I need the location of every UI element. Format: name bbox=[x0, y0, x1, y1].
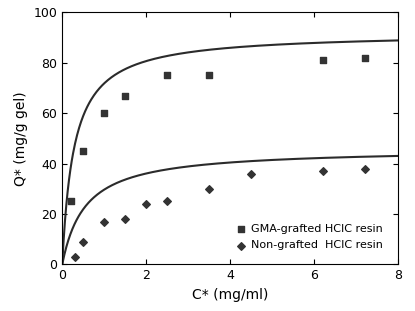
GMA-grafted HCIC resin bbox=[80, 149, 87, 154]
GMA-grafted HCIC resin bbox=[206, 73, 212, 78]
GMA-grafted HCIC resin bbox=[101, 111, 107, 116]
Non-grafted  HCIC resin bbox=[71, 254, 78, 259]
Non-grafted  HCIC resin bbox=[101, 219, 107, 224]
Non-grafted  HCIC resin bbox=[248, 171, 255, 176]
GMA-grafted HCIC resin bbox=[320, 58, 326, 63]
GMA-grafted HCIC resin bbox=[122, 93, 129, 98]
GMA-grafted HCIC resin bbox=[164, 73, 171, 78]
Y-axis label: Q* (mg/g gel): Q* (mg/g gel) bbox=[14, 91, 28, 186]
GMA-grafted HCIC resin bbox=[67, 199, 74, 204]
Legend: GMA-grafted HCIC resin, Non-grafted  HCIC resin: GMA-grafted HCIC resin, Non-grafted HCIC… bbox=[233, 220, 386, 254]
Non-grafted  HCIC resin bbox=[361, 166, 368, 171]
Non-grafted  HCIC resin bbox=[80, 239, 87, 244]
X-axis label: C* (mg/ml): C* (mg/ml) bbox=[192, 288, 269, 302]
Non-grafted  HCIC resin bbox=[164, 199, 171, 204]
GMA-grafted HCIC resin bbox=[361, 55, 368, 60]
Non-grafted  HCIC resin bbox=[320, 169, 326, 174]
Non-grafted  HCIC resin bbox=[143, 202, 150, 207]
Non-grafted  HCIC resin bbox=[122, 216, 129, 221]
Non-grafted  HCIC resin bbox=[206, 186, 212, 191]
